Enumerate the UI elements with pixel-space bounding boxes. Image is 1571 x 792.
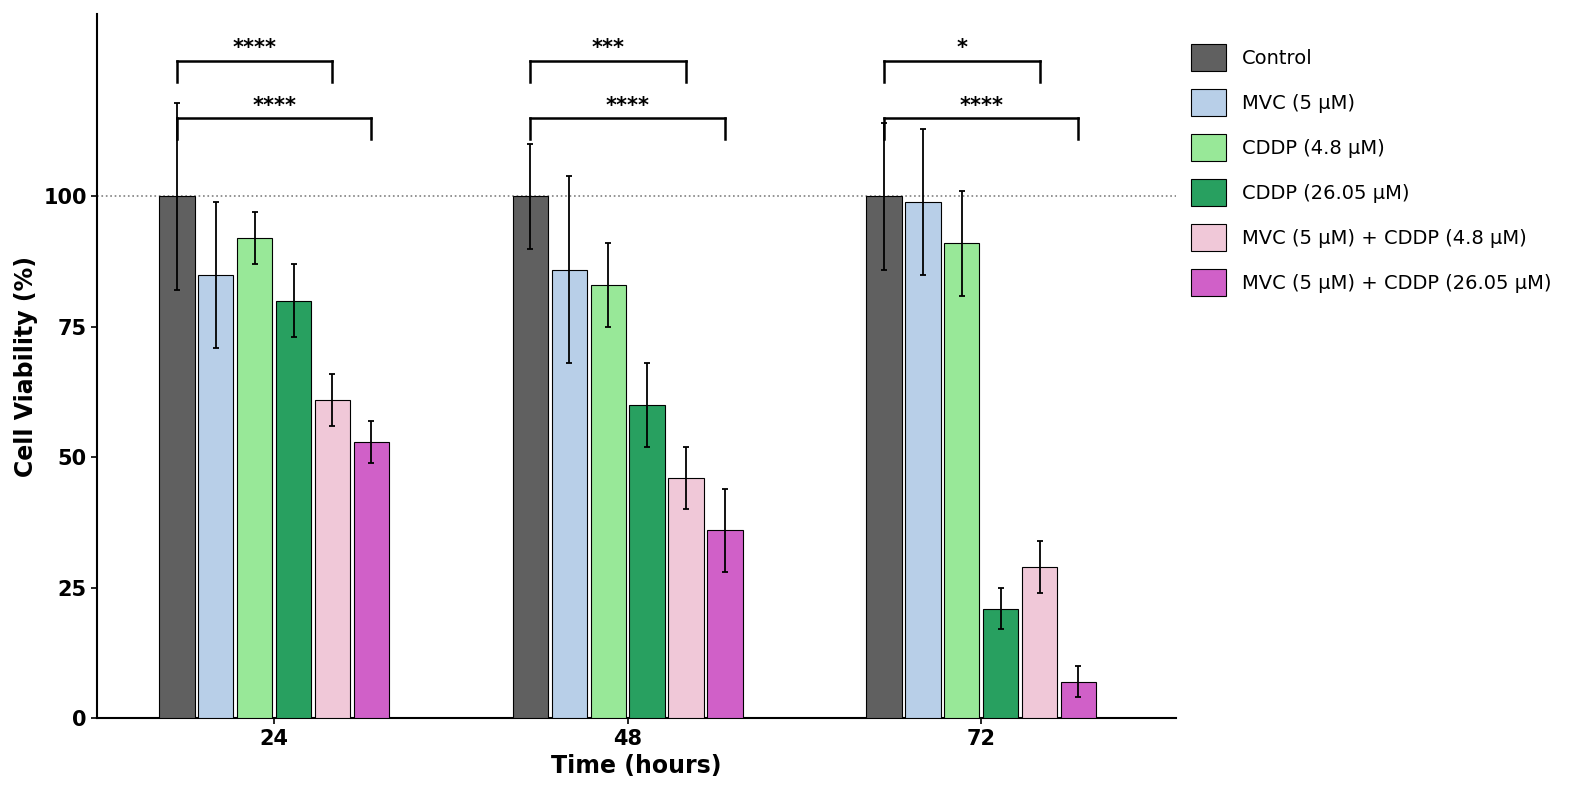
Bar [237,238,272,718]
Bar [276,301,311,718]
Text: ****: **** [233,38,276,59]
Bar [630,406,665,718]
Bar [591,285,625,718]
Bar [353,442,390,718]
Bar [707,531,743,718]
Bar [905,202,941,718]
X-axis label: Time (hours): Time (hours) [551,754,721,778]
Bar [866,196,902,718]
Bar [512,196,548,718]
Text: ****: **** [606,96,650,116]
Bar [668,478,704,718]
Legend: Control, MVC (5 μM), CDDP (4.8 μM), CDDP (26.05 μM), MVC (5 μM) + CDDP (4.8 μM),: Control, MVC (5 μM), CDDP (4.8 μM), CDDP… [1186,38,1557,302]
Bar [159,196,195,718]
Bar [314,400,350,718]
Bar [1060,682,1097,718]
Text: *: * [957,38,968,59]
Y-axis label: Cell Viability (%): Cell Viability (%) [14,256,38,477]
Bar [198,275,234,718]
Text: ***: *** [592,38,625,59]
Bar [1021,567,1057,718]
Bar [983,608,1018,718]
Text: ****: **** [960,96,1004,116]
Bar [944,243,979,718]
Bar [551,269,588,718]
Text: ****: **** [251,96,295,116]
